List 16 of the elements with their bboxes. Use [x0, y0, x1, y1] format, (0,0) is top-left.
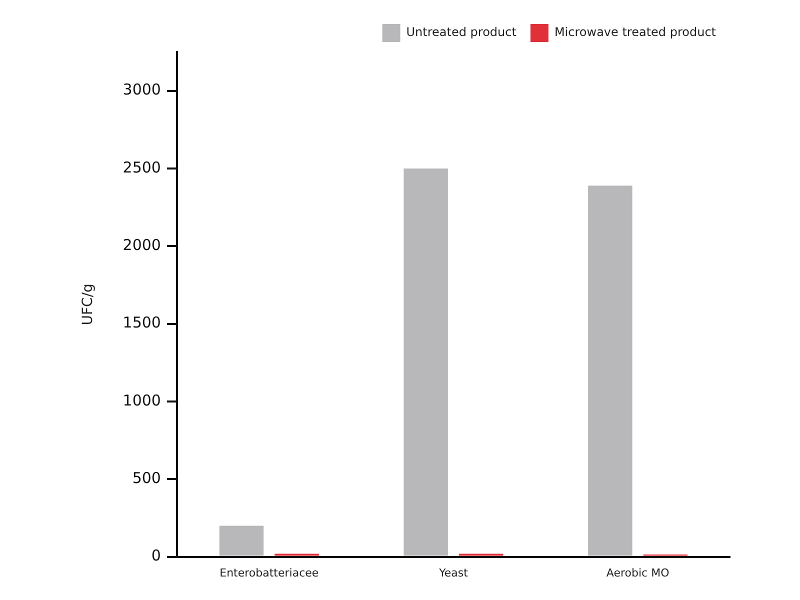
y-axis-title: UFC/g [80, 284, 96, 326]
y-tick-label: 500 [132, 469, 161, 488]
y-tick-label: 2500 [122, 158, 161, 176]
legend-label: Untreated product [406, 25, 517, 40]
legend-label: Microwave treated product [554, 25, 716, 40]
y-tick-label: 1000 [122, 391, 161, 410]
y-tick-label: 1500 [122, 314, 161, 332]
x-tick-label: Aerobic MO [606, 566, 670, 580]
x-tick-label: Enterobatteriacee [220, 566, 319, 580]
y-tick-label: 0 [151, 546, 161, 565]
y-tick-label: 3000 [122, 80, 161, 99]
x-tick-label: Yeast [438, 566, 469, 580]
bar [404, 168, 448, 556]
bar [219, 526, 264, 556]
bar [588, 186, 632, 556]
y-tick-label: 2000 [122, 236, 161, 254]
